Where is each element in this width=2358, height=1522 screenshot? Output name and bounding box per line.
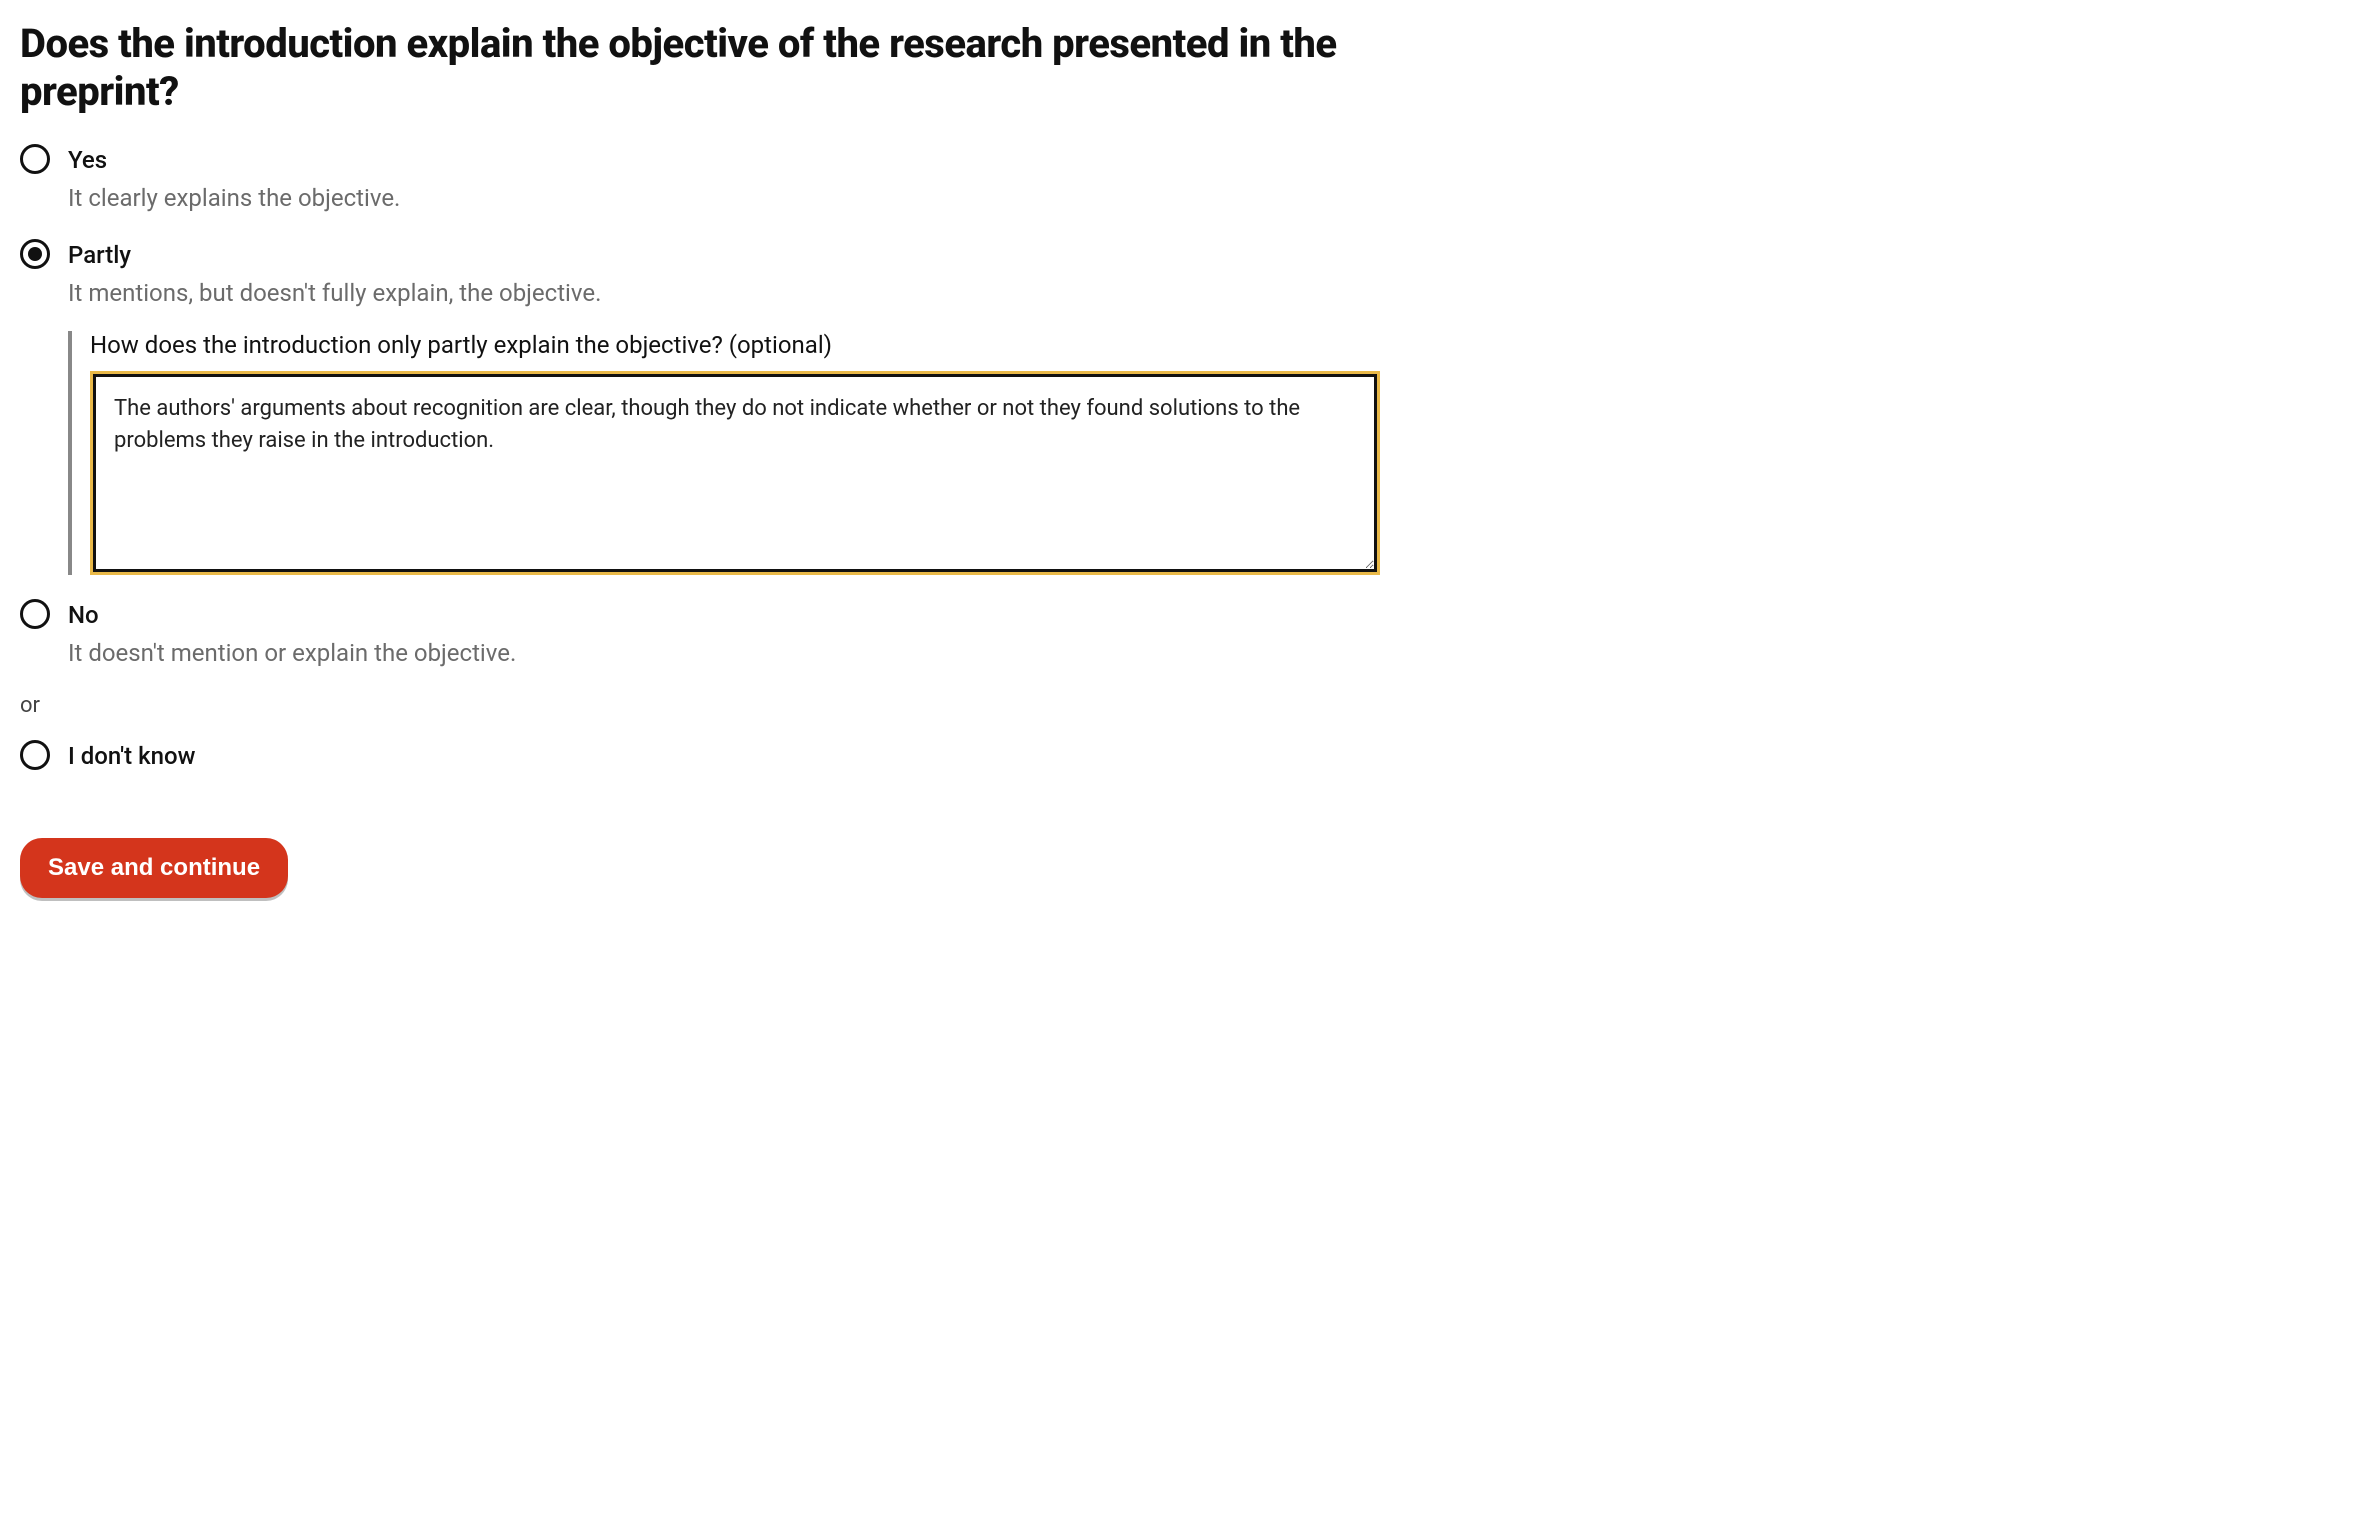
question-heading: Does the introduction explain the object… (20, 20, 1380, 116)
option-desc-yes: It clearly explains the objective. (68, 182, 1380, 214)
option-partly: Partly It mentions, but doesn't fully ex… (20, 239, 1380, 575)
radio-dot-icon (28, 247, 42, 261)
radio-wrap-partly (20, 239, 50, 269)
option-no: No It doesn't mention or explain the obj… (20, 599, 1380, 670)
followup-textarea-partly[interactable] (93, 374, 1377, 571)
textarea-focus-ring (90, 371, 1380, 574)
option-dont-know: I don't know (20, 740, 1380, 778)
option-body-partly: Partly It mentions, but doesn't fully ex… (68, 239, 1380, 575)
option-label-dont-know: I don't know (68, 741, 1380, 772)
option-label-partly: Partly (68, 240, 1380, 271)
radio-wrap-dont-know (20, 740, 50, 774)
or-divider: or (20, 693, 1380, 718)
review-question-form: Does the introduction explain the object… (20, 20, 1380, 898)
option-desc-partly: It mentions, but doesn't fully explain, … (68, 277, 1380, 309)
option-body-dont-know: I don't know (68, 740, 1380, 778)
option-label-yes: Yes (68, 145, 1380, 176)
followup-label-partly: How does the introduction only partly ex… (90, 331, 1380, 359)
followup-partly: How does the introduction only partly ex… (68, 331, 1380, 574)
radio-wrap-yes (20, 144, 50, 178)
radio-dont-know[interactable] (20, 740, 50, 770)
option-body-yes: Yes It clearly explains the objective. (68, 144, 1380, 215)
option-label-no: No (68, 600, 1380, 631)
option-desc-no: It doesn't mention or explain the object… (68, 637, 1380, 669)
option-body-no: No It doesn't mention or explain the obj… (68, 599, 1380, 670)
option-yes: Yes It clearly explains the objective. (20, 144, 1380, 215)
radio-yes[interactable] (20, 144, 50, 174)
save-and-continue-button[interactable]: Save and continue (20, 838, 288, 898)
radio-no[interactable] (20, 599, 50, 629)
radio-partly[interactable] (20, 239, 50, 269)
radio-wrap-no (20, 599, 50, 633)
